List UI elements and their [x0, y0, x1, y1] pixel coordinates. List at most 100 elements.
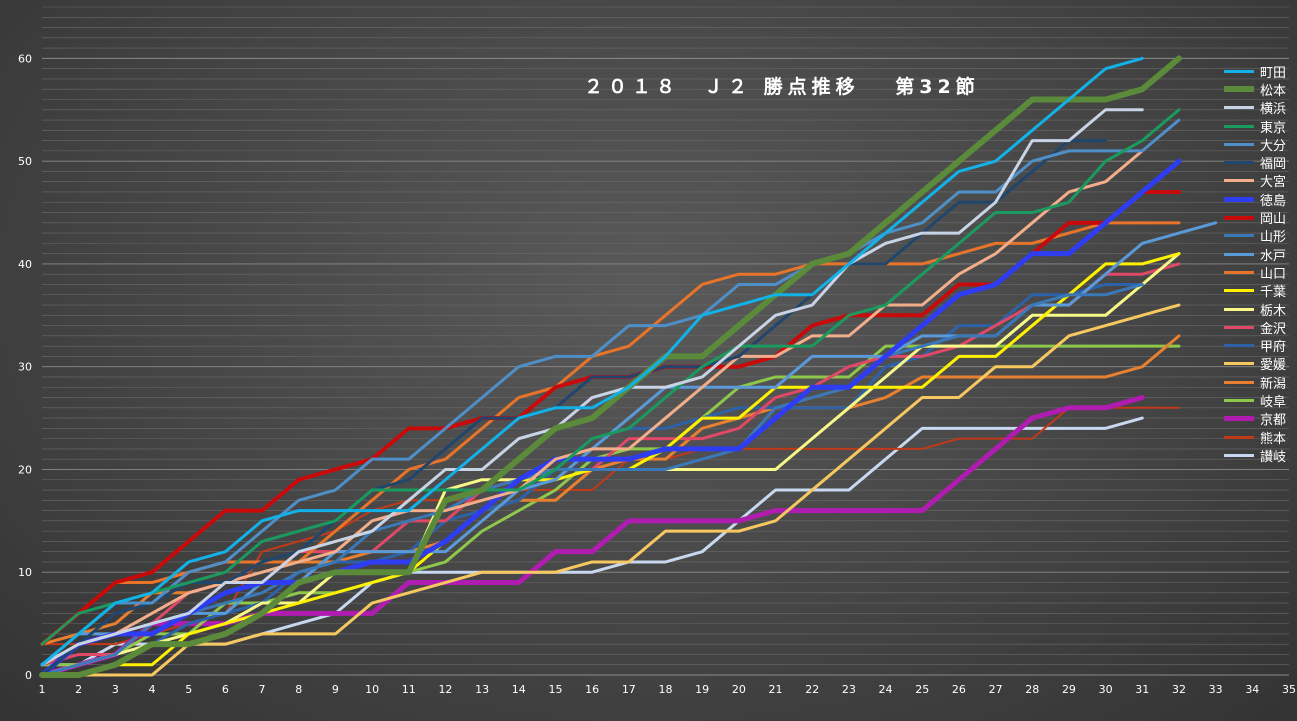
- chart-title: ２０１８ Ｊ２ 勝点推移 第32節: [584, 76, 980, 98]
- legend-label: 松本: [1260, 83, 1287, 99]
- legend-swatch: [1224, 380, 1254, 384]
- legend-swatch: [1224, 69, 1254, 73]
- legend-item: 大分: [1224, 135, 1287, 154]
- x-tick-label: 19: [695, 683, 709, 696]
- x-tick-label: 34: [1245, 683, 1259, 696]
- legend-swatch: [1224, 124, 1254, 128]
- y-tick-label: 0: [25, 669, 32, 682]
- legend-item: 岡山: [1224, 208, 1287, 228]
- x-tick-label: 16: [585, 683, 599, 696]
- x-tick-label: 17: [622, 683, 636, 696]
- legend-item: 水戸: [1224, 245, 1286, 264]
- x-tick-label: 32: [1172, 683, 1186, 696]
- x-tick-label: 26: [952, 683, 966, 696]
- legend-label: 岡山: [1260, 212, 1287, 228]
- legend-item: 千葉: [1224, 282, 1286, 300]
- legend-label: 岐阜: [1260, 395, 1287, 410]
- legend-label: 千葉: [1260, 285, 1287, 301]
- legend-label: 讃岐: [1260, 449, 1287, 465]
- y-tick-label: 20: [18, 463, 32, 476]
- series-line-3: [40, 108, 1144, 667]
- x-tick-label: 33: [1209, 683, 1223, 696]
- legend-item: 徳島: [1224, 190, 1287, 209]
- series-line-21: [41, 406, 1180, 646]
- x-tick-label: 30: [1099, 683, 1113, 696]
- legend-item: 山形: [1224, 227, 1286, 245]
- x-tick-label: 27: [989, 683, 1003, 696]
- legend-swatch: [1224, 142, 1254, 146]
- legend-swatch: [1224, 270, 1254, 274]
- y-tick-label: 30: [18, 361, 32, 374]
- x-tick-label: 20: [732, 683, 746, 696]
- legend-swatch: [1224, 453, 1254, 457]
- legend-swatch: [1224, 106, 1254, 110]
- series-line-5: [40, 118, 1181, 667]
- legend-swatch: [1224, 398, 1254, 402]
- x-tick-label: 25: [915, 683, 929, 696]
- legend-label: 大分: [1260, 138, 1287, 154]
- legend-item: 讃岐: [1224, 446, 1287, 465]
- x-tick-label: 4: [149, 683, 156, 696]
- legend-label: 東京: [1260, 120, 1287, 136]
- x-tick-label: 5: [185, 683, 192, 696]
- series-line-10: [40, 282, 1144, 677]
- x-tick-label: 14: [512, 683, 526, 696]
- x-tick-label: 24: [879, 683, 893, 696]
- y-tick-label: 50: [18, 155, 32, 168]
- legend-label: 甲府: [1260, 340, 1287, 356]
- x-tick-label: 8: [295, 683, 302, 696]
- x-tick-label: 1: [39, 683, 46, 696]
- legend-swatch: [1224, 362, 1254, 366]
- y-tick-label: 40: [18, 258, 32, 271]
- legend-item: 新潟: [1224, 373, 1286, 392]
- legend-item: 町田: [1224, 62, 1287, 81]
- legend-item: 甲府: [1224, 336, 1287, 356]
- legend: 町田 松本 横浜 東京 大分 福岡 大宮 徳島 岡山 山形 水戸 山口 千葉 栃木 金沢 甲府 愛媛 新潟 岐阜 京都…: [1224, 62, 1286, 465]
- series-line-2: [39, 55, 1182, 678]
- legend-label: 町田: [1260, 65, 1287, 81]
- x-tick-label: 22: [805, 683, 819, 696]
- legend-swatch: [1224, 289, 1254, 293]
- legend-item: 横浜: [1224, 99, 1286, 117]
- x-tick-label: 10: [365, 683, 379, 696]
- legend-item: 金沢: [1224, 318, 1286, 337]
- legend-item: 福岡: [1224, 153, 1287, 173]
- legend-swatch: [1224, 307, 1254, 311]
- legend-item: 京都: [1224, 410, 1286, 428]
- x-tick-label: 31: [1135, 683, 1149, 696]
- legend-item: 山口: [1224, 263, 1287, 282]
- legend-item: 松本: [1224, 80, 1287, 99]
- legend-swatch: [1224, 435, 1254, 439]
- legend-label: 京都: [1260, 413, 1287, 429]
- y-tick-label: 10: [18, 566, 32, 579]
- legend-label: 愛媛: [1260, 358, 1287, 374]
- x-tick-label: 18: [659, 683, 673, 696]
- x-tick-label: 9: [332, 683, 339, 696]
- x-tick-label: 6: [222, 683, 229, 696]
- x-tick-label: 21: [769, 683, 783, 696]
- series-line-17: [40, 303, 1181, 677]
- legend-item: 愛媛: [1224, 355, 1286, 373]
- legend-swatch: [1224, 196, 1254, 202]
- legend-label: 福岡: [1260, 157, 1287, 173]
- series-line-12: [40, 221, 1181, 646]
- y-tick-label: 60: [18, 52, 32, 65]
- legend-label: 大宮: [1260, 175, 1287, 191]
- legend-label: 横浜: [1260, 102, 1287, 118]
- x-tick-label: 35: [1282, 683, 1296, 696]
- legend-label: 山形: [1260, 230, 1287, 246]
- legend-label: 熊本: [1260, 431, 1287, 447]
- legend-swatch: [1224, 161, 1254, 165]
- x-tick-label: 29: [1062, 683, 1076, 696]
- legend-label: 山口: [1260, 266, 1287, 282]
- x-tick-label: 12: [438, 683, 452, 696]
- legend-swatch: [1224, 215, 1254, 220]
- legend-item: 大宮: [1224, 172, 1286, 190]
- legend-label: 徳島: [1260, 193, 1287, 209]
- x-tick-label: 23: [842, 683, 856, 696]
- x-tick-label: 15: [548, 683, 562, 696]
- series-line-8: [39, 158, 1182, 678]
- x-tick-label: 28: [1025, 683, 1039, 696]
